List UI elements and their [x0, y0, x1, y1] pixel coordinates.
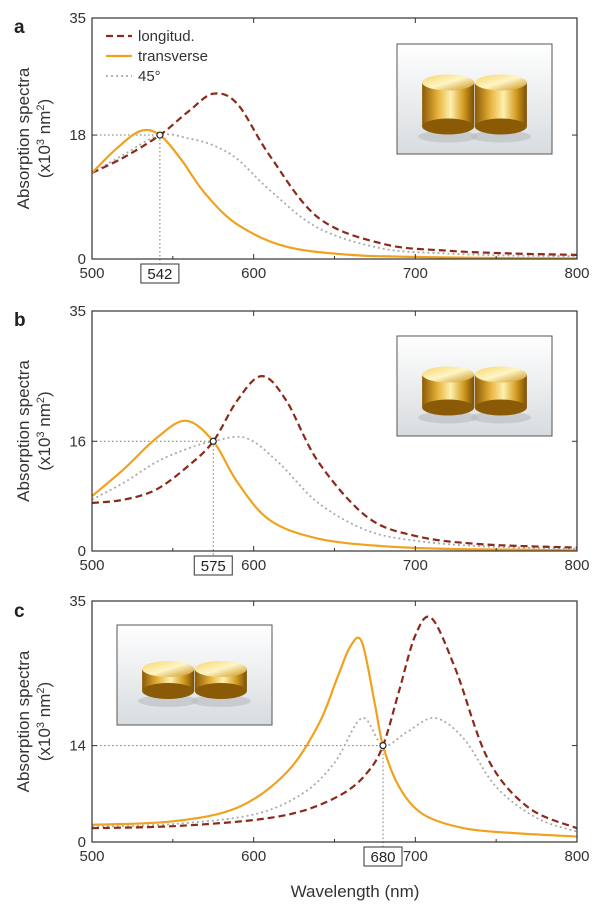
- series-line-transverse: [91, 128, 578, 260]
- y-axis-label: Absorption spectra (x103 nm2): [14, 67, 54, 209]
- x-tick-label: 500: [79, 265, 104, 282]
- legend-label: longitud.: [138, 28, 195, 45]
- nanorod-inset-image: [116, 624, 273, 726]
- y-tick-label: 35: [69, 593, 86, 610]
- crossing-label-box: [363, 846, 403, 867]
- y-tick-label: 35: [69, 303, 86, 320]
- series-line-longitud: [91, 615, 578, 830]
- y-tick-label: 0: [78, 543, 86, 560]
- legend-label: 45°: [138, 68, 161, 85]
- y-tick-label: 18: [69, 127, 86, 144]
- gold-nanorod-icon: [418, 74, 479, 143]
- x-tick-label: 800: [564, 557, 589, 574]
- x-tick-label: 600: [241, 265, 266, 282]
- y-axis-label: Absorption spectra (x103 nm2): [14, 360, 54, 502]
- y-tick-label: 16: [69, 433, 86, 450]
- x-tick-label: 700: [403, 557, 428, 574]
- crossing-label: 575: [201, 558, 226, 575]
- crossing-label: 542: [147, 266, 172, 283]
- y-tick-label: 35: [69, 10, 86, 27]
- crossing-point: [379, 741, 387, 750]
- panel-a: a Absorption spectra (x103 nm2) 500 600 700 80…: [14, 10, 590, 284]
- gold-nanorod-icon: [190, 661, 251, 707]
- crossing-point: [209, 437, 217, 445]
- y-tick-label: 0: [78, 834, 86, 851]
- nanorod-inset-image: [396, 335, 553, 437]
- x-tick-label: 800: [564, 848, 589, 865]
- panel-b: b Absorption spectra (x103 nm2) 500 600 700 80…: [14, 303, 590, 576]
- x-tick-label: 600: [241, 848, 266, 865]
- y-tick-label: 0: [78, 251, 86, 268]
- x-tick-label: 800: [564, 265, 589, 282]
- series-line-45: [91, 717, 578, 833]
- x-axis-label: Wavelength (nm): [291, 882, 420, 901]
- gold-nanorod-icon: [418, 366, 479, 424]
- series-line-longitud: [91, 374, 578, 549]
- x-tick-label: 500: [79, 848, 104, 865]
- series-line-transverse: [91, 419, 578, 552]
- series-line-45: [91, 435, 578, 550]
- y-tick-label: 14: [69, 738, 86, 755]
- series-line-transverse: [91, 636, 578, 838]
- x-tick-label: 500: [79, 557, 104, 574]
- gold-nanorod-icon: [470, 366, 531, 424]
- y-axis-label: Absorption spectra (x103 nm2): [14, 650, 54, 792]
- panel-letter: c: [14, 601, 25, 622]
- crossing-label-box: [193, 555, 233, 576]
- legend-label: transverse: [138, 48, 208, 65]
- gold-nanorod-icon: [138, 661, 199, 707]
- panel-letter: a: [14, 17, 25, 38]
- panel-letter: b: [14, 310, 26, 331]
- crossing-point: [156, 131, 164, 139]
- x-tick-label: 600: [241, 557, 266, 574]
- legend: longitud. transverse 45°: [106, 28, 208, 85]
- crossing-label-box: [140, 263, 180, 284]
- gold-nanorod-icon: [470, 74, 531, 143]
- crossing-label: 680: [370, 849, 395, 866]
- panel-c: c Absorption spectra (x103 nm2) 500 600 700 80…: [14, 593, 590, 867]
- x-tick-label: 700: [403, 848, 428, 865]
- x-tick-label: 700: [403, 265, 428, 282]
